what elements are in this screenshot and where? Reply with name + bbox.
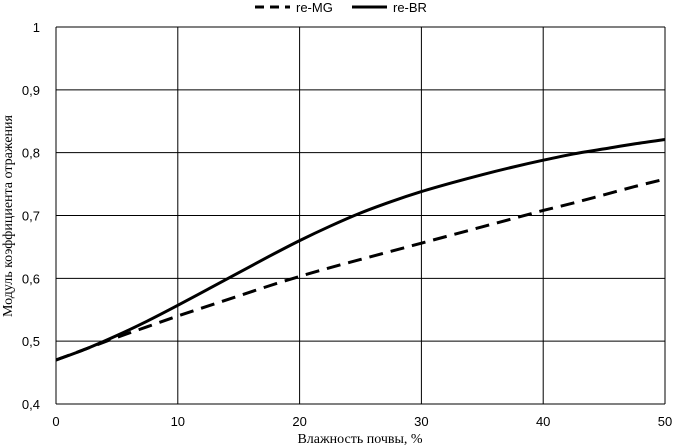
x-tick-label: 50 (658, 414, 672, 429)
y-tick-label: 0,6 (22, 271, 40, 286)
y-tick-label: 0,5 (22, 334, 40, 349)
legend-label-re-MG: re-MG (296, 0, 333, 15)
series-layer (55, 137, 666, 362)
y-tick-label: 1 (33, 20, 40, 35)
y-tick-label: 0,4 (22, 397, 40, 412)
y-axis-ticks: 0,4 0,5 0,6 0,7 0,8 0,9 1 (22, 20, 40, 412)
x-tick-label: 30 (414, 414, 428, 429)
x-tick-label: 40 (536, 414, 550, 429)
x-tick-label: 10 (171, 414, 185, 429)
series-line-re-BR (55, 137, 666, 362)
x-axis-ticks: 0 10 20 30 40 50 (52, 414, 672, 429)
y-axis-title: Модуль коэффициента отражения (1, 114, 16, 317)
legend: re-MG re-BR (255, 0, 427, 15)
y-tick-label: 0,7 (22, 209, 40, 224)
legend-label-re-BR: re-BR (393, 0, 427, 15)
x-tick-label: 0 (52, 414, 59, 429)
series-line-re-MG (55, 177, 666, 362)
x-tick-label: 20 (292, 414, 306, 429)
x-axis-title: Влажность почвы, % (297, 432, 422, 446)
y-tick-label: 0,8 (22, 146, 40, 161)
grid (55, 26, 666, 405)
y-tick-label: 0,9 (22, 83, 40, 98)
